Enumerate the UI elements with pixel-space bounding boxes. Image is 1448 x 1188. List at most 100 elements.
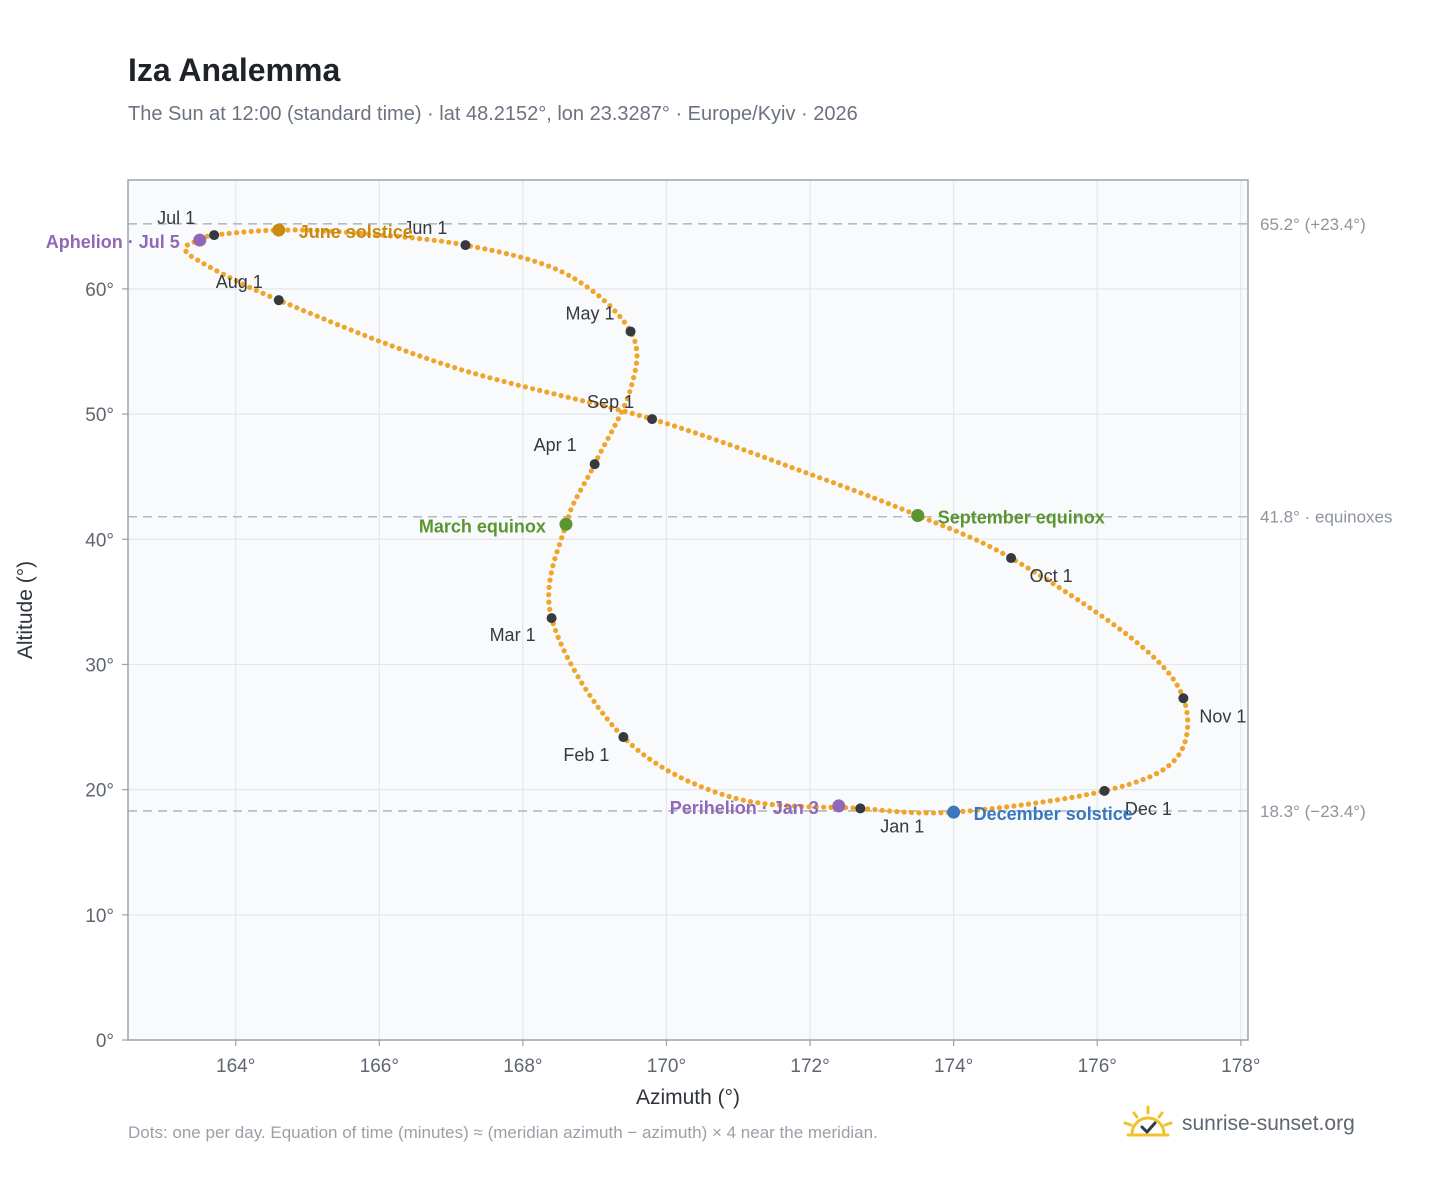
special-point-marker	[559, 517, 573, 531]
day-dot	[960, 531, 966, 537]
day-dot	[1161, 665, 1167, 671]
day-dot	[974, 807, 981, 813]
x-axis-label: Azimuth (°)	[636, 1086, 740, 1109]
day-dot	[923, 810, 929, 816]
day-dot	[1128, 635, 1134, 641]
day-dot	[1178, 689, 1184, 695]
day-dot	[351, 230, 357, 236]
axis-ticks: 164° 166° 168° 170° 172° 174° 176° 178° 0° 10° 20°…	[85, 280, 1260, 1077]
day-dot	[887, 808, 893, 814]
month-label: Jan 1	[880, 816, 924, 836]
day-dot	[247, 284, 253, 290]
day-dot	[1076, 793, 1082, 799]
day-dot	[380, 232, 386, 238]
day-dot	[987, 543, 993, 550]
day-dot	[424, 355, 430, 361]
day-dot	[806, 804, 812, 810]
day-dot	[548, 570, 554, 576]
day-dot	[389, 343, 395, 349]
day-dot	[574, 494, 580, 500]
day-dot	[858, 490, 864, 496]
day-dot	[564, 654, 571, 661]
day-dot	[899, 506, 905, 512]
month-label: Jul 1	[157, 208, 195, 228]
day-dot	[600, 710, 606, 716]
plot-frame	[127, 179, 1249, 1041]
day-dot	[321, 228, 328, 234]
day-dot	[672, 771, 678, 778]
day-dot	[565, 394, 571, 400]
day-dot	[579, 680, 585, 686]
special-point-marker	[832, 799, 846, 813]
day-dot	[1081, 601, 1087, 607]
day-dot	[615, 407, 621, 413]
day-dot	[241, 229, 247, 235]
day-dot	[587, 399, 593, 406]
day-dot	[705, 786, 711, 793]
day-dot	[482, 246, 488, 252]
day-dot	[850, 805, 856, 811]
day-dot	[438, 360, 444, 366]
day-dot	[1156, 659, 1162, 665]
brand[interactable]: sunrise-sunset.org	[1122, 1100, 1355, 1148]
day-dot	[1040, 799, 1046, 805]
day-dot	[234, 230, 240, 236]
month-label: Jun 1	[403, 218, 447, 238]
day-dot	[1062, 796, 1068, 802]
day-dot	[336, 229, 342, 235]
day-dot	[762, 801, 768, 807]
day-dot	[487, 375, 493, 381]
day-dot	[692, 781, 698, 787]
day-dot	[263, 227, 269, 234]
day-dot	[622, 408, 628, 415]
day-dot	[830, 480, 837, 486]
day-dot	[1000, 550, 1006, 557]
day-dot	[720, 439, 726, 446]
day-dot	[1069, 794, 1075, 801]
month-marker	[1178, 693, 1189, 704]
day-dot	[438, 238, 445, 244]
day-dot	[768, 457, 775, 463]
day-dot	[755, 800, 761, 806]
day-dot	[685, 778, 691, 784]
special-point-label: June solstice	[299, 222, 413, 242]
day-dot	[1145, 649, 1151, 655]
day-dot	[996, 805, 1003, 811]
day-dot	[1062, 589, 1068, 595]
day-dot	[1083, 792, 1090, 798]
day-dot	[892, 503, 898, 509]
day-dot	[571, 667, 578, 673]
day-dot	[201, 261, 207, 267]
day-dot	[821, 804, 827, 810]
day-dot	[930, 810, 937, 816]
x-tick-label: 168°	[503, 1056, 542, 1077]
day-dot	[307, 227, 313, 233]
day-dot	[572, 276, 578, 282]
day-dot	[546, 584, 552, 591]
day-dot	[184, 242, 190, 248]
y-tick-label: 10°	[85, 906, 114, 927]
day-dot	[453, 240, 459, 246]
day-dot	[553, 627, 559, 634]
month-label: Dec 1	[1125, 799, 1172, 819]
day-dot	[629, 410, 635, 416]
day-dot	[609, 722, 615, 728]
day-dot	[872, 495, 878, 501]
special-point-label: Aphelion · Jul 5	[46, 232, 180, 252]
day-dot	[1093, 609, 1099, 615]
day-dot	[537, 387, 543, 393]
day-dot	[865, 806, 871, 812]
day-dot	[207, 264, 213, 270]
day-dot	[584, 284, 590, 290]
day-dot	[1038, 573, 1044, 579]
day-dot	[799, 803, 805, 810]
day-dot	[953, 528, 960, 534]
day-dot	[632, 367, 638, 373]
day-dot	[559, 535, 565, 541]
day-dot	[641, 752, 647, 758]
day-dot	[653, 760, 659, 766]
day-dot	[1011, 803, 1017, 809]
month-marker	[1006, 553, 1017, 564]
y-tick-label: 50°	[85, 405, 114, 426]
day-dot	[1117, 626, 1123, 632]
